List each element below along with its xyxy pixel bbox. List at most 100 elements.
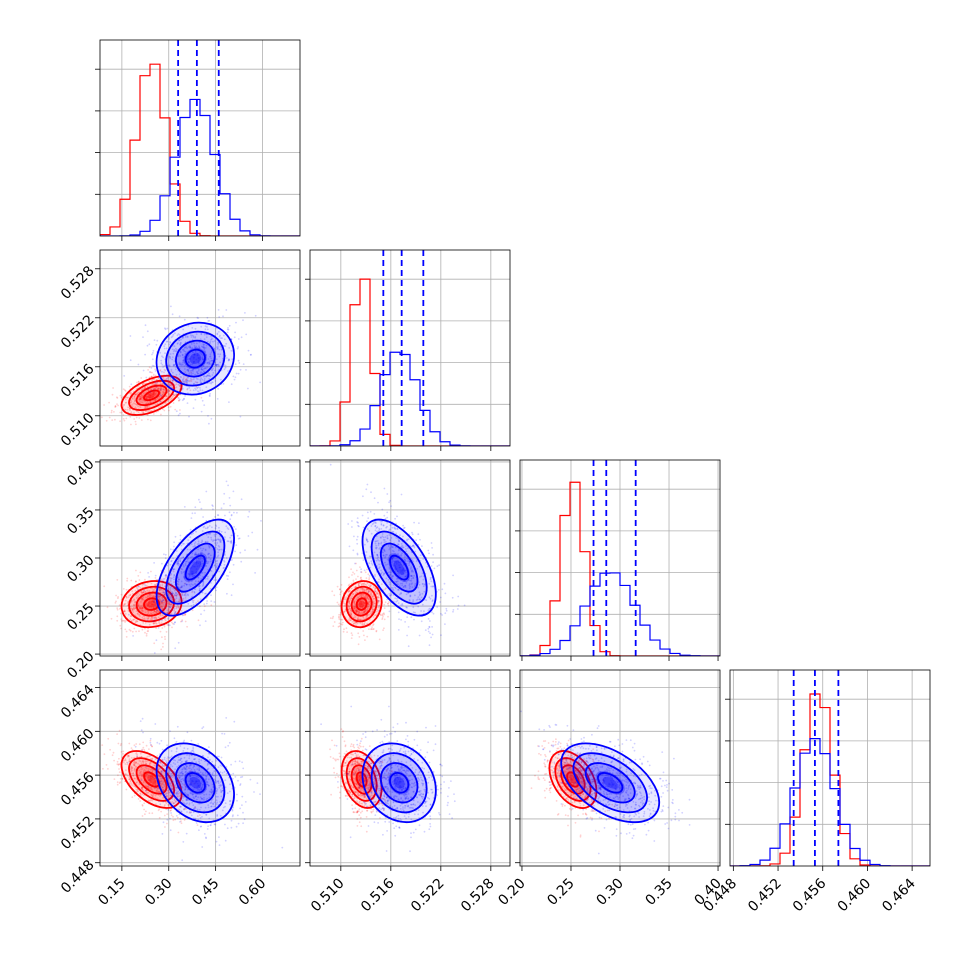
scatter-point (401, 604, 404, 606)
scatter-point (353, 607, 356, 610)
scatter-point (390, 505, 392, 507)
scatter-point (156, 609, 159, 612)
scatter-point (193, 554, 196, 556)
scatter-point (429, 576, 432, 579)
scatter-point (394, 569, 397, 571)
scatter-point (218, 549, 220, 551)
scatter-point (140, 396, 143, 399)
scatter-point (195, 554, 198, 556)
scatter-point (223, 566, 226, 569)
scatter-point (210, 381, 213, 384)
scatter-point (184, 353, 187, 355)
scatter-point (163, 814, 166, 817)
scatter-point (362, 603, 364, 605)
scatter-point (144, 813, 146, 816)
scatter-point (399, 566, 401, 569)
scatter-point (438, 564, 440, 567)
scatter-point (116, 733, 118, 735)
scatter-point (164, 574, 167, 577)
scatter-point (184, 613, 187, 616)
scatter-point (202, 365, 205, 367)
scatter-point (169, 580, 172, 583)
scatter-point (168, 389, 171, 392)
scatter-point (135, 393, 138, 396)
scatter-point (366, 540, 369, 543)
scatter-point (150, 605, 152, 608)
scatter-point (412, 576, 415, 579)
scatter-point (375, 540, 378, 543)
scatter-point (177, 641, 180, 644)
scatter-point (240, 498, 243, 501)
scatter-point (128, 760, 131, 763)
scatter-point (192, 574, 195, 577)
scatter-point (381, 535, 384, 538)
scatter-point (421, 572, 424, 575)
scatter-point (149, 777, 152, 780)
scatter-point (187, 577, 190, 579)
scatter-point (369, 612, 372, 615)
scatter-point (145, 402, 148, 405)
scatter-point (414, 594, 416, 597)
scatter-point (375, 527, 378, 529)
scatter-point (174, 818, 177, 821)
scatter-point (356, 610, 359, 612)
scatter-point (187, 355, 190, 358)
scatter-point (149, 618, 152, 620)
scatter-point (141, 616, 144, 619)
scatter-point (203, 379, 206, 382)
scatter-point (386, 521, 388, 524)
scatter-point (404, 556, 406, 558)
scatter-point (406, 606, 408, 609)
scatter-point (423, 610, 425, 613)
scatter-point (221, 520, 224, 523)
scatter-point (352, 571, 354, 574)
scatter-point (382, 551, 384, 554)
scatter-point (344, 598, 347, 601)
scatter-point (129, 392, 132, 395)
scatter-point (149, 739, 152, 742)
scatter-point (125, 401, 128, 404)
scatter-point (186, 365, 189, 368)
scatter-point (159, 393, 162, 396)
scatter-point (205, 375, 208, 378)
scatter-point (360, 601, 363, 603)
scatter-point (154, 577, 157, 579)
scatter-point (166, 623, 168, 626)
scatter-point (360, 571, 362, 573)
scatter-point (396, 599, 399, 602)
scatter-point (189, 548, 192, 551)
scatter-point (159, 394, 162, 397)
scatter-point (394, 587, 397, 590)
scatter-point (181, 619, 184, 622)
scatter-point (154, 782, 157, 784)
scatter-point (377, 600, 380, 602)
scatter-point (150, 781, 152, 784)
scatter-point (351, 520, 353, 522)
scatter-point (194, 580, 197, 583)
scatter-point (376, 553, 378, 556)
scatter-point (168, 624, 171, 627)
scatter-point (163, 379, 166, 382)
scatter-point (169, 606, 172, 609)
scatter-point (150, 613, 153, 615)
scatter-point (428, 607, 431, 610)
scatter-point (159, 584, 162, 587)
scatter-point (168, 602, 171, 605)
scatter-point (157, 616, 160, 619)
scatter-point (357, 612, 359, 615)
scatter-point (163, 577, 166, 580)
scatter-point (177, 333, 180, 335)
scatter-point (361, 514, 364, 517)
scatter-point (204, 325, 207, 328)
density-fill-blue (175, 543, 215, 592)
scatter-point (151, 375, 153, 378)
scatter-point (249, 354, 252, 356)
scatter-point (167, 388, 170, 391)
scatter-point (142, 599, 144, 601)
scatter-point (163, 599, 165, 602)
scatter-point (132, 618, 135, 621)
scatter-point (234, 376, 237, 379)
scatter-point (368, 530, 371, 532)
scatter-point (354, 586, 357, 588)
scatter-point (183, 577, 186, 579)
